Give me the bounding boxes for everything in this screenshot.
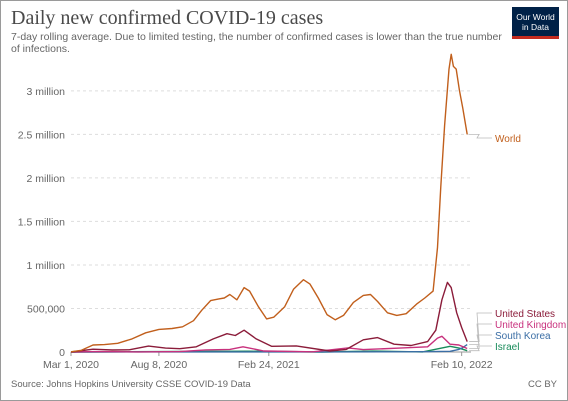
x-tick-label: Feb 10, 2022 <box>431 359 493 371</box>
x-tick-label: Feb 24, 2021 <box>238 359 300 371</box>
series-leader-line <box>469 334 492 345</box>
y-tick-label: 1 million <box>26 260 65 272</box>
series-line-south-korea <box>70 344 468 353</box>
license-link[interactable]: CC BY <box>527 379 557 390</box>
line-chart: 0 500,000 1 million 1.5 million 2 million 2.5… <box>18 53 566 371</box>
y-tick-label: 0 <box>59 347 65 359</box>
series-leader-line <box>469 323 492 349</box>
y-tick-label: 2.5 million <box>18 129 65 141</box>
y-tick-label: 2 million <box>26 173 65 185</box>
series-label-united-states: United States <box>495 309 555 320</box>
series-leader-line <box>469 133 492 139</box>
y-tick-label: 1.5 million <box>18 216 65 228</box>
logo-line-1: Our World <box>516 11 555 22</box>
y-tick-label: 3 million <box>26 86 65 98</box>
series-line-united-states <box>70 281 468 353</box>
series-label-united-kingdom: United Kingdom <box>495 320 566 331</box>
series-leader-line <box>469 345 492 352</box>
chart-title: Daily new confirmed COVID-19 cases <box>11 7 324 29</box>
chart-subtitle: 7-day rolling average. Due to limited te… <box>11 31 502 55</box>
x-tick-label: Aug 8, 2020 <box>131 359 188 371</box>
series-line-united-kingdom <box>70 335 468 353</box>
series-leader-line <box>469 312 492 342</box>
series-label-world: World <box>495 134 521 145</box>
source-note: Source: Johns Hopkins University CSSE CO… <box>11 379 251 390</box>
series-line-world <box>70 53 468 353</box>
owid-logo[interactable]: Our World in Data <box>512 7 559 39</box>
y-tick-label: 500,000 <box>27 303 65 315</box>
logo-line-2: in Data <box>522 21 549 32</box>
series-label-israel: Israel <box>495 342 519 353</box>
x-tick-label: Mar 1, 2020 <box>43 359 99 371</box>
series-label-south-korea: South Korea <box>495 331 551 342</box>
